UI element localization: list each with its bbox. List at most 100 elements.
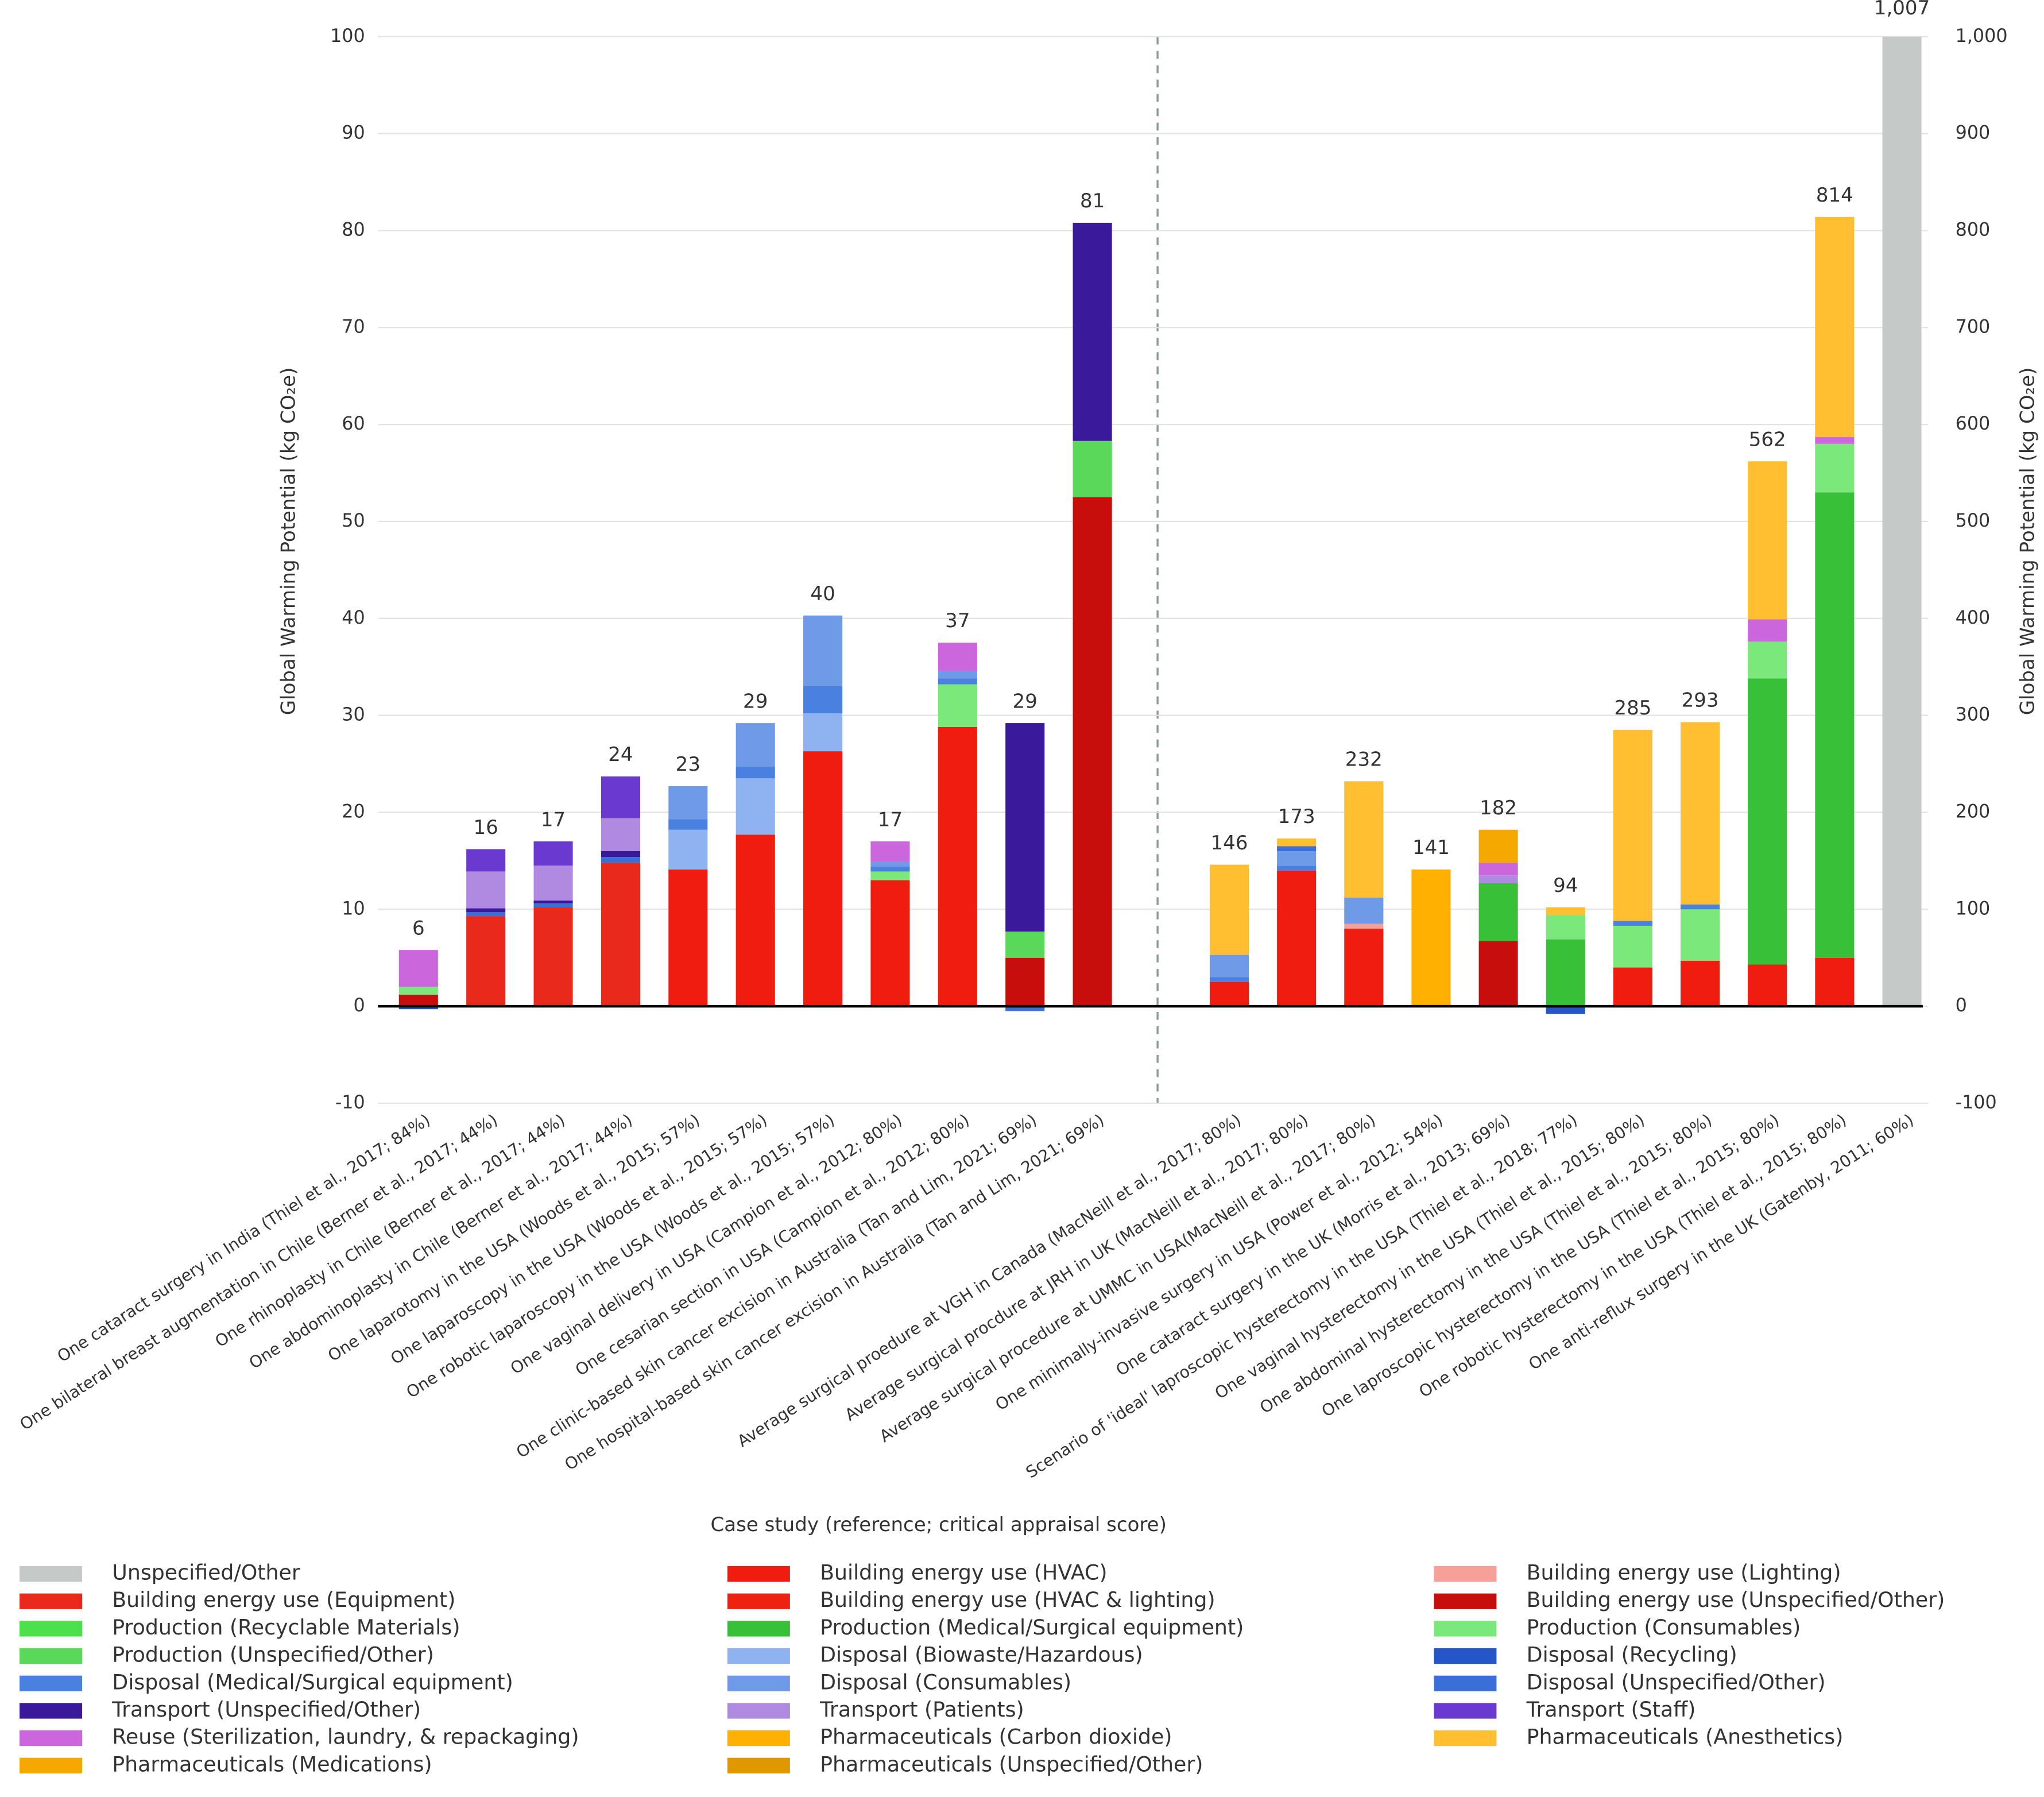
bar-segment bbox=[601, 863, 640, 1007]
x-axis-title: Case study (reference; critical appraisa… bbox=[710, 1513, 1166, 1536]
bar-segment bbox=[870, 861, 910, 867]
legend-swatch bbox=[1434, 1593, 1497, 1609]
bar-segment bbox=[668, 829, 708, 870]
legend-swatch bbox=[727, 1675, 790, 1691]
y-tick-label: 60 bbox=[342, 413, 365, 434]
legend-swatch bbox=[727, 1648, 790, 1664]
bar-segment bbox=[938, 726, 977, 1007]
x-tick-label: Average surgical proedure at VGH in Cana… bbox=[734, 1110, 1244, 1451]
total-label: 16 bbox=[474, 816, 498, 839]
y-tick-label: 80 bbox=[342, 219, 365, 240]
total-label: 6 bbox=[412, 917, 425, 940]
bar-segment bbox=[466, 849, 506, 872]
legend-label: Production (Unspecified/Other) bbox=[112, 1643, 434, 1667]
y-tick-label: 70 bbox=[342, 316, 365, 337]
total-label: 40 bbox=[810, 582, 835, 605]
legend-label: Disposal (Medical/Surgical equipment) bbox=[112, 1670, 513, 1694]
legend-label: Production (Consumables) bbox=[1527, 1615, 1801, 1640]
legend-swatch bbox=[727, 1621, 790, 1637]
legend-label: Disposal (Unspecified/Other) bbox=[1527, 1670, 1826, 1694]
total-label: 17 bbox=[541, 808, 566, 831]
legend-swatch bbox=[727, 1566, 790, 1582]
bar-segment bbox=[1815, 443, 1855, 493]
bar-segment bbox=[1277, 851, 1317, 866]
total-label: 23 bbox=[676, 753, 700, 776]
bar-segment bbox=[398, 950, 438, 987]
legend-swatch bbox=[1434, 1730, 1497, 1746]
y2-tick-label: 1,000 bbox=[1956, 26, 2008, 47]
bar-segment bbox=[601, 851, 640, 857]
y-tick-label: 30 bbox=[342, 705, 365, 725]
bar-segment bbox=[668, 786, 708, 820]
y2-axis-title: Global Warming Potential (kg CO₂e) bbox=[2016, 368, 2039, 716]
total-label: 81 bbox=[1080, 190, 1105, 212]
bar-segment bbox=[1209, 954, 1249, 977]
legend-label: Building energy use (HVAC & lighting) bbox=[820, 1587, 1215, 1612]
legend-label: Pharmaceuticals (Medications) bbox=[112, 1752, 432, 1776]
legend-label: Reuse (Sterilization, laundry, & repacka… bbox=[112, 1725, 579, 1749]
bar-segment bbox=[1073, 222, 1112, 441]
bar-segment bbox=[803, 713, 843, 752]
y2-tick-label: 300 bbox=[1956, 705, 1991, 725]
bar-segment bbox=[1478, 863, 1518, 876]
bar-segment bbox=[1681, 909, 1720, 961]
bar-segment bbox=[1546, 939, 1585, 1007]
bar-segment bbox=[1005, 957, 1045, 1007]
y-tick-label: 50 bbox=[342, 511, 365, 531]
bar-segment bbox=[1815, 492, 1855, 958]
total-label: 814 bbox=[1816, 184, 1853, 207]
bar-segment bbox=[1748, 461, 1787, 620]
total-label: 29 bbox=[1013, 690, 1038, 713]
y-tick-label: 90 bbox=[342, 123, 365, 144]
bar-segment bbox=[1815, 957, 1855, 1007]
bar-segment bbox=[735, 834, 775, 1007]
bar-segment bbox=[938, 678, 977, 685]
y-tick-label: -10 bbox=[335, 1092, 365, 1113]
bar-segment bbox=[1546, 907, 1585, 915]
bar-segment bbox=[870, 871, 910, 880]
y2-tick-label: 500 bbox=[1956, 511, 1991, 531]
y-tick-label: 20 bbox=[342, 801, 365, 822]
legend-swatch bbox=[20, 1675, 83, 1691]
bar-segment bbox=[1277, 870, 1317, 1007]
bar-segment bbox=[1546, 915, 1585, 940]
bar-segment bbox=[1613, 925, 1652, 968]
bar-segment bbox=[803, 615, 843, 686]
bar-segment bbox=[1815, 217, 1855, 438]
bar-segment bbox=[1277, 846, 1317, 851]
bar-segment bbox=[1344, 923, 1384, 929]
y-tick-label: 40 bbox=[342, 608, 365, 628]
legend-label: Pharmaceuticals (Unspecified/Other) bbox=[820, 1752, 1203, 1776]
y2-tick-label: 100 bbox=[1956, 898, 1991, 919]
legend-label: Transport (Unspecified/Other) bbox=[111, 1697, 421, 1722]
legend-swatch bbox=[1434, 1703, 1497, 1719]
bar-segment bbox=[735, 778, 775, 835]
bar-segment bbox=[1478, 875, 1518, 883]
total-label: 173 bbox=[1278, 805, 1315, 828]
bar-segment bbox=[1613, 921, 1652, 926]
bar-segment bbox=[533, 907, 573, 1007]
bar-segment bbox=[533, 901, 573, 904]
legend-swatch bbox=[727, 1757, 790, 1773]
bar-segment bbox=[735, 723, 775, 767]
legend-label: Pharmaceuticals (Anesthetics) bbox=[1527, 1725, 1844, 1749]
total-label: 293 bbox=[1682, 689, 1719, 712]
legend-swatch bbox=[20, 1703, 83, 1719]
bar-segment bbox=[398, 1006, 438, 1010]
bar-segment bbox=[466, 916, 506, 1007]
bar-segment bbox=[1681, 722, 1720, 905]
bar-segment bbox=[1478, 829, 1518, 863]
bar-segment bbox=[803, 751, 843, 1007]
bar-segment bbox=[1613, 967, 1652, 1007]
total-label: 562 bbox=[1749, 428, 1786, 451]
total-label: 17 bbox=[878, 808, 903, 831]
bar-segment bbox=[735, 767, 775, 779]
bar-segment bbox=[870, 880, 910, 1007]
y2-tick-label: 900 bbox=[1956, 123, 1991, 144]
legend-label: Building energy use (Equipment) bbox=[112, 1587, 455, 1612]
y2-tick-label: 400 bbox=[1956, 608, 1991, 628]
bar-segment bbox=[870, 841, 910, 862]
bar-segment bbox=[533, 903, 573, 907]
bar-segment bbox=[1882, 36, 1922, 1007]
